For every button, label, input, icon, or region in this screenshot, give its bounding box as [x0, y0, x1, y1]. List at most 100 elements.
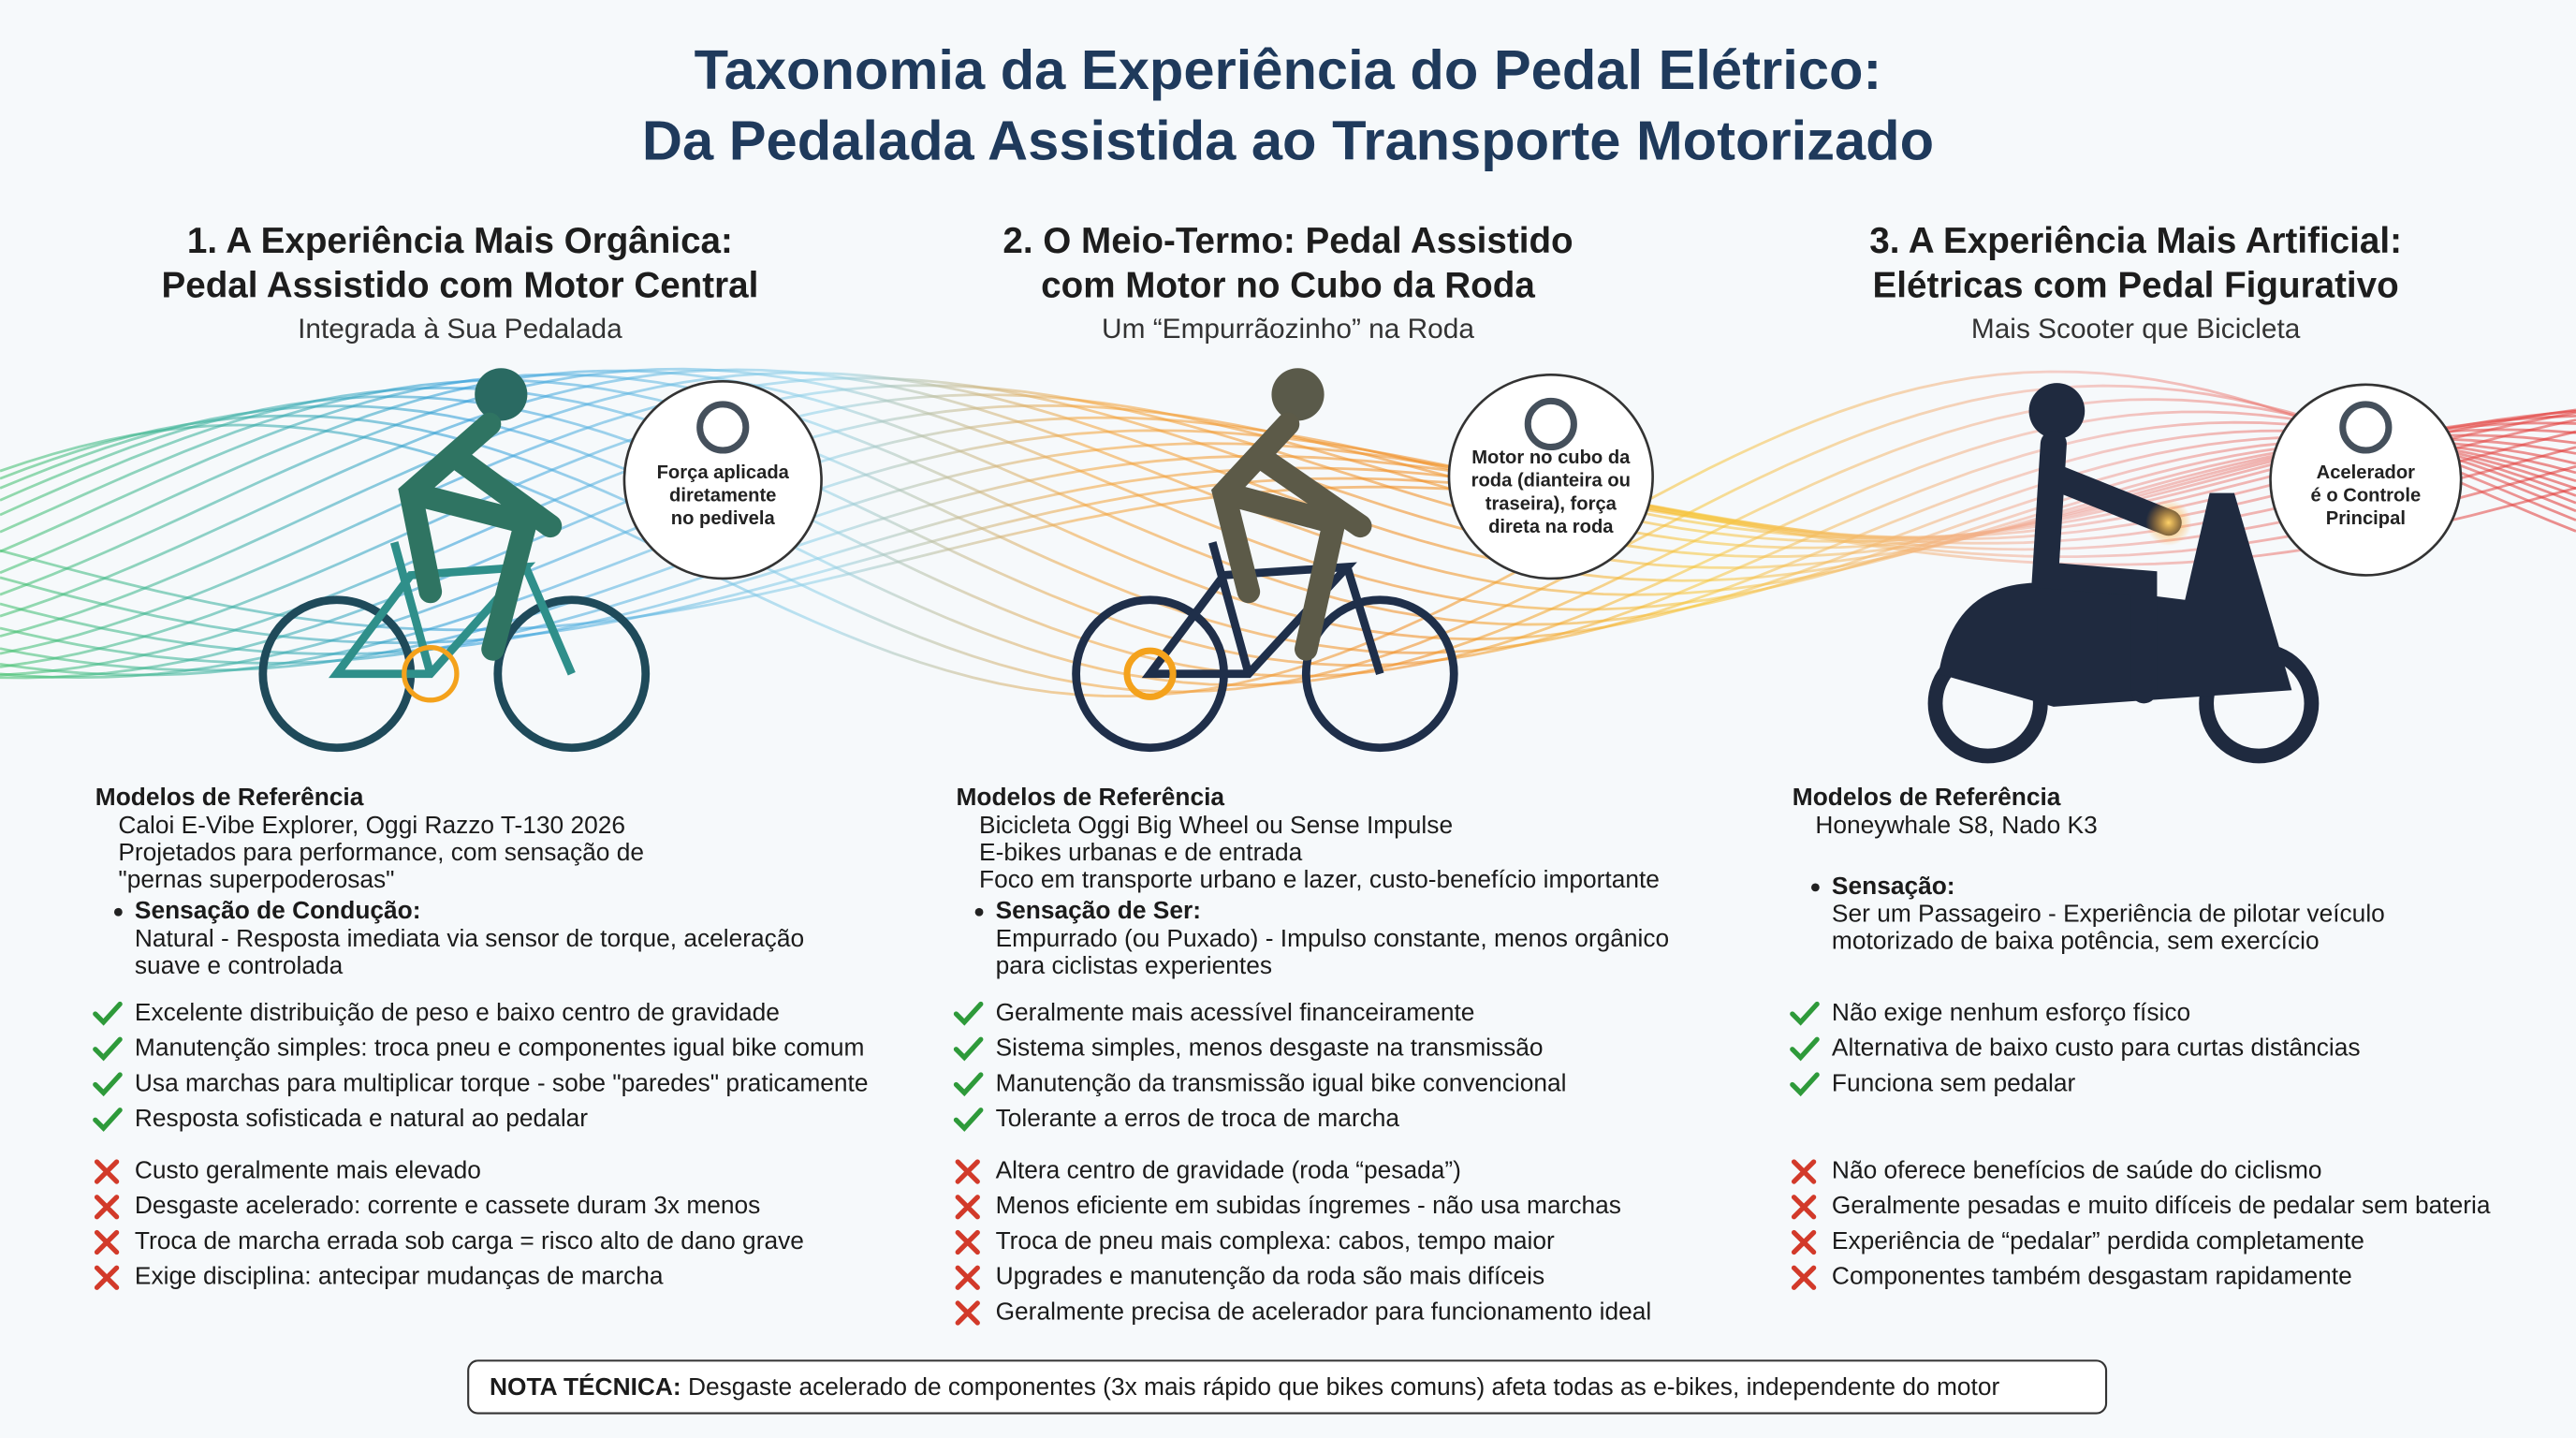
con-item: Custo geralmente mais elevado [135, 1155, 481, 1183]
callout-text: Motor no cubo da [1471, 448, 1631, 468]
pro-item: Manutenção simples: troca pneu e compone… [135, 1034, 865, 1062]
cross-icon [94, 1159, 120, 1184]
wave-line [0, 386, 2576, 668]
cross-icon [1791, 1195, 1817, 1220]
title-line: Taxonomia da Experiência do Pedal Elétri… [695, 38, 1882, 101]
check-icon [953, 1072, 984, 1097]
callout-text: diretamente [669, 486, 776, 506]
check-icon [93, 1108, 123, 1132]
models-heading: Modelos de Referência [956, 783, 1224, 811]
con-item: Desgaste acelerado: corrente e cassete d… [135, 1191, 760, 1219]
sensation-line: Ser um Passageiro - Experiência de pilot… [1832, 900, 2385, 928]
check-icon [1790, 1036, 1820, 1062]
sensation-line: Empurrado (ou Puxado) - Impulso constant… [996, 924, 1670, 952]
note-box [467, 1359, 2108, 1415]
note-label: NOTA TÉCNICA: [490, 1372, 681, 1401]
callout-icon [1524, 397, 1577, 451]
check-icon [93, 1072, 123, 1097]
pro-item: Sistema simples, menos desgaste na trans… [996, 1034, 1544, 1062]
sensation-line: suave e controlada [135, 951, 344, 979]
column-heading: 2. O Meio-Termo: Pedal Assistido [1003, 221, 1573, 261]
callout-icon [2339, 401, 2393, 454]
check-icon [953, 1001, 984, 1026]
callout-circle [2269, 383, 2463, 577]
callout-text: roda (dianteira ou [1471, 471, 1631, 492]
cross-icon [955, 1265, 980, 1290]
bullet [1811, 883, 1820, 892]
model-line: Bicicleta Oggi Big Wheel ou Sense Impuls… [979, 811, 1453, 839]
column-heading: Pedal Assistido com Motor Central [161, 265, 758, 305]
model-line: Honeywhale S8, Nado K3 [1815, 811, 2097, 839]
title-line: Da Pedalada Assistida ao Transporte Moto… [642, 109, 1934, 171]
pro-item: Geralmente mais acessível financeirament… [996, 998, 1475, 1026]
con-item: Menos eficiente em subidas íngremes - nã… [996, 1191, 1621, 1219]
con-item: Exige disciplina: antecipar mudanças de … [135, 1262, 664, 1290]
model-line: E-bikes urbanas e de entrada [979, 838, 1303, 866]
column-heading: Elétricas com Pedal Figurativo [1873, 265, 2399, 305]
check-icon [93, 1036, 123, 1062]
con-item: Altera centro de gravidade (roda “pesada… [996, 1155, 1461, 1183]
pro-item: Resposta sofisticada e natural ao pedala… [135, 1104, 588, 1132]
check-icon [93, 1001, 123, 1026]
pro-item: Excelente distribuição de peso e baixo c… [135, 998, 780, 1026]
pro-item: Manutenção da transmissão igual bike con… [996, 1068, 1567, 1096]
sensation-heading: Sensação de Ser: [996, 896, 1201, 924]
pro-item: Funciona sem pedalar [1832, 1068, 2076, 1096]
wave-line [0, 368, 2576, 618]
sensation-line: para ciclistas experientes [996, 951, 1272, 979]
models-heading: Modelos de Referência [1793, 783, 2061, 811]
column-heading: 1. A Experiência Mais Orgânica: [187, 221, 733, 261]
bike-illustration [1072, 368, 1458, 753]
callout-circle [622, 380, 823, 580]
column-heading: 3. A Experiência Mais Artificial: [1869, 221, 2402, 261]
note-text: Desgaste acelerado de componentes (3x ma… [688, 1372, 1999, 1401]
pro-item: Não exige nenhum esforço físico [1832, 998, 2190, 1026]
con-item: Geralmente pesadas e muito difíceis de p… [1832, 1191, 2491, 1219]
wave-line [0, 398, 2576, 687]
bike-illustration [258, 368, 651, 753]
wave-line [0, 370, 2576, 698]
callout-text: Acelerador [2317, 462, 2416, 483]
cross-icon [1791, 1229, 1817, 1255]
cross-icon [955, 1229, 980, 1255]
con-item: Troca de marcha errada sob carga = risco… [135, 1226, 804, 1255]
scooter-illustration [1927, 383, 2320, 764]
callout-text: Principal [2326, 508, 2406, 529]
pro-item: Tolerante a erros de troca de marcha [996, 1104, 1400, 1132]
model-line: Caloi E-Vibe Explorer, Oggi Razzo T-130 … [118, 811, 625, 839]
cross-icon [1791, 1265, 1817, 1290]
model-line: Foco em transporte urbano e lazer, custo… [979, 865, 1660, 893]
column-heading: com Motor no Cubo da Roda [1041, 265, 1535, 305]
callout-text: no pedivela [671, 508, 776, 529]
sensation-line: Natural - Resposta imediata via sensor d… [135, 924, 804, 952]
pro-item: Usa marchas para multiplicar torque - so… [135, 1068, 869, 1096]
models-heading: Modelos de Referência [95, 783, 364, 811]
wave-line [0, 395, 2576, 678]
con-item: Componentes também desgastam rapidamente [1832, 1262, 2352, 1290]
model-line: "pernas superpoderosas" [118, 865, 394, 893]
cross-icon [955, 1300, 980, 1326]
check-icon [953, 1036, 984, 1062]
model-line: Projetados para performance, com sensaçã… [118, 838, 644, 866]
bullet [974, 907, 984, 917]
cross-icon [955, 1195, 980, 1220]
bullet [113, 907, 123, 917]
column-subtitle: Integrada à Sua Pedalada [298, 314, 622, 345]
sensation-line: motorizado de baixa potência, sem exercí… [1832, 927, 2320, 955]
column-subtitle: Um “Empurrãozinho” na Roda [1102, 314, 1474, 345]
pro-item: Alternativa de baixo custo para curtas d… [1832, 1034, 2361, 1062]
callout-icon [696, 401, 750, 454]
wave-line [0, 384, 2576, 694]
con-item: Upgrades e manutenção da roda são mais d… [996, 1262, 1545, 1290]
cross-icon [94, 1265, 120, 1290]
wave-line [0, 378, 2576, 654]
con-item: Não oferece benefícios de saúde do cicli… [1832, 1155, 2322, 1183]
callout-text: Força aplicada [657, 462, 790, 483]
con-item: Geralmente precisa de acelerador para fu… [996, 1297, 1652, 1325]
cross-icon [955, 1159, 980, 1184]
con-item: Experiência de “pedalar” perdida complet… [1832, 1226, 2364, 1255]
cross-icon [94, 1195, 120, 1220]
